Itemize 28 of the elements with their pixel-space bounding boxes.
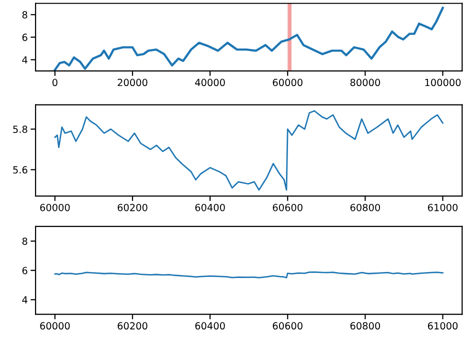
x-tick-label: 60400: [195, 204, 225, 212]
x-tick-label: 40000: [195, 78, 225, 86]
x-tick-label: 60200: [118, 204, 148, 212]
y-tick-label: 8: [22, 11, 28, 18]
x-tick-label: 60800: [350, 322, 380, 330]
x-tick-label: 20000: [118, 78, 148, 86]
x-tick-label: 60600: [272, 204, 302, 212]
x-tick-label: 0: [52, 78, 58, 86]
x-tick-label: 60800: [350, 204, 380, 212]
x-tick-label: 60200: [118, 322, 148, 330]
x-tick-label: 60400: [195, 322, 225, 330]
x-tick-label: 60000: [40, 204, 70, 212]
x-tick-label: 100000: [425, 78, 461, 86]
y-tick-label: 6: [22, 266, 28, 274]
line-series: [54, 6, 444, 71]
y-tick-label: 5.8: [13, 126, 28, 133]
x-tick-label: 61000: [428, 204, 458, 212]
x-tick-label: 60000: [40, 322, 70, 330]
y-tick-label: 4: [22, 296, 28, 304]
x-tick-label: 60000: [272, 78, 302, 86]
y-tick-label: 4: [22, 56, 28, 64]
y-tick-label: 6: [22, 34, 28, 42]
x-tick-label: 61000: [428, 322, 458, 330]
y-tick-label: 8: [22, 238, 28, 245]
x-tick-label: 80000: [350, 78, 380, 86]
x-tick-label: 60600: [272, 322, 302, 330]
y-tick-label: 5.6: [13, 166, 28, 174]
line-series: [54, 110, 444, 191]
